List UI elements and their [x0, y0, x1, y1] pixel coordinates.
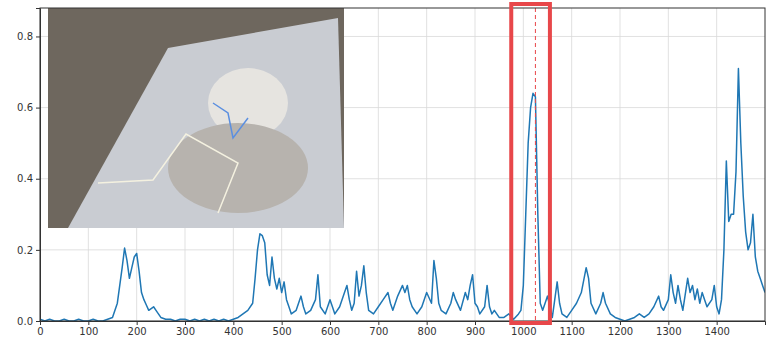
line: [40, 68, 765, 321]
photo-bed: [68, 18, 344, 228]
inset-photo: [48, 8, 344, 228]
grid-line-y: [40, 249, 765, 250]
tick: 500: [273, 321, 292, 337]
photo-skeleton: [98, 134, 238, 213]
tick-label: 300: [176, 326, 195, 337]
tick: 1100: [559, 321, 584, 337]
tick-label: 800: [418, 326, 437, 337]
tick: 0.0: [17, 316, 40, 327]
tick: 0: [37, 321, 43, 337]
tick: 600: [321, 321, 340, 337]
tick: 300: [176, 321, 195, 337]
x-axis: 0 100 200 300 400 500 600 700 800 900 1000 1100 1200…: [37, 321, 765, 337]
tick: 1300: [656, 321, 681, 337]
plot-frame: [40, 8, 765, 321]
tick-mark: [185, 321, 186, 325]
tick-mark: [36, 250, 40, 251]
tick: 800: [418, 321, 437, 337]
tick-label: 900: [466, 326, 485, 337]
tick-mark: [427, 321, 428, 325]
tick: 0.2: [17, 245, 40, 256]
tick: 100: [79, 321, 98, 337]
photo-background: [48, 8, 344, 228]
tick: 400: [224, 321, 243, 337]
tick-label: 0.2: [17, 245, 33, 256]
tick: 0.8: [17, 31, 40, 42]
tick-mark: [330, 321, 331, 325]
tick-label: 0.0: [17, 316, 33, 327]
tick-mark: [475, 321, 476, 325]
chart: 0 100 200 300 400 500 600 700 800 900 1000 1100 1200…: [0, 0, 779, 343]
tick-label: 1100: [559, 326, 584, 337]
tick: 200: [128, 321, 147, 337]
tick-label: 1400: [704, 326, 729, 337]
tick: 0.6: [17, 102, 40, 113]
highlight-box: [511, 4, 550, 323]
marks: [40, 8, 765, 321]
peak-line: [535, 8, 536, 321]
tick-label: 0.6: [17, 102, 33, 113]
tick-label: 0.4: [17, 173, 33, 184]
tick-mark: [378, 321, 379, 325]
tick: 1400: [704, 321, 729, 337]
grid: [40, 8, 765, 321]
tick-mark: [620, 321, 621, 325]
tick-label: 100: [79, 326, 98, 337]
tick-mark: [137, 321, 138, 325]
tick-mark: [36, 179, 40, 180]
photo-hand-skeleton: [213, 103, 248, 138]
tick-label: 200: [128, 326, 147, 337]
grid-line-x: [668, 8, 669, 321]
tick-mark: [36, 321, 40, 322]
plot: 0 100 200 300 400 500 600 700 800 900 1000 1100 1200…: [17, 4, 765, 337]
tick-mark: [36, 36, 40, 37]
y-axis: 0.0 0.2 0.4 0.6 0.8: [17, 9, 40, 327]
grid-line-x: [571, 8, 572, 321]
tick-label: 0: [37, 326, 43, 337]
tick-mark: [36, 108, 40, 109]
grid-line-x: [475, 8, 476, 321]
tick-label: 400: [224, 326, 243, 337]
tick: 0.4: [17, 173, 40, 184]
tick-mark: [282, 321, 283, 325]
grid-line-x: [378, 8, 379, 321]
tick: 900: [466, 321, 485, 337]
tick-label: 600: [321, 326, 340, 337]
tick-mark: [717, 321, 718, 325]
tick-mark: [233, 321, 234, 325]
tick-label: 700: [369, 326, 388, 337]
tick-label: 0.8: [17, 31, 33, 42]
axis-line: [41, 322, 766, 326]
tick-label: 1300: [656, 326, 681, 337]
tick-mark: [88, 321, 89, 325]
tick: 1200: [608, 321, 633, 337]
grid-line-x: [426, 8, 427, 321]
grid-line-x: [620, 8, 621, 321]
tick-label: 1200: [608, 326, 633, 337]
tick: 700: [369, 321, 388, 337]
tick-label: 1000: [511, 326, 536, 337]
tick-mark: [572, 321, 573, 325]
grid-line-x: [716, 8, 717, 321]
tick-mark: [668, 321, 669, 325]
tick-label: 500: [273, 326, 292, 337]
